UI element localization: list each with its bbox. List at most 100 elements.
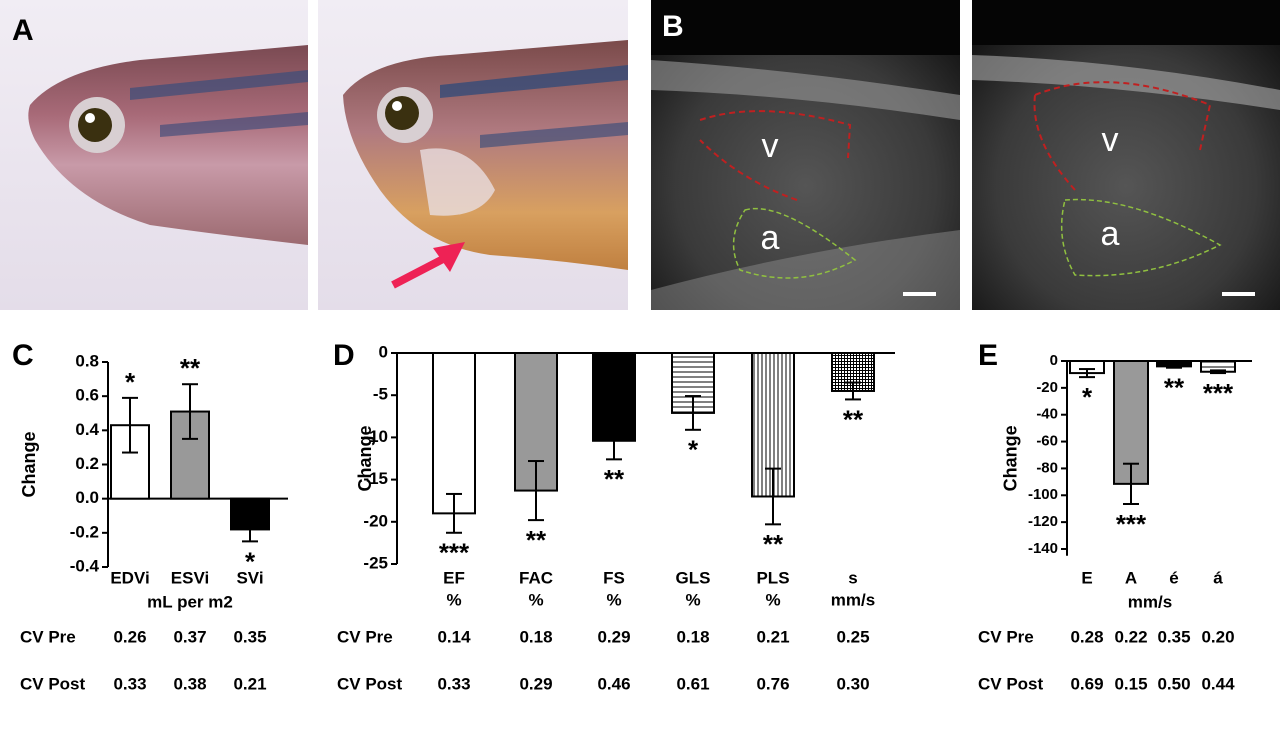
table-cell: 0.14 <box>437 627 471 646</box>
table-cell: 0.44 <box>1201 674 1235 693</box>
table-cell: 0.76 <box>756 674 789 693</box>
y-axis-label: Change <box>355 425 375 491</box>
table-cell: 0.29 <box>597 627 630 646</box>
significance: *** <box>439 538 470 568</box>
y-axis-label: Change <box>19 431 39 497</box>
x-tick-label: s <box>848 568 857 587</box>
table-cell: 0.33 <box>437 674 470 693</box>
x-unit-label: % <box>685 590 700 609</box>
x-axis-label: mL per m2 <box>147 592 233 611</box>
x-unit-label: % <box>446 590 461 609</box>
significance: * <box>245 546 256 576</box>
y-tick-label: -5 <box>373 385 388 404</box>
y-tick-label: 0.2 <box>75 454 99 473</box>
y-axis-label: Change <box>1001 425 1021 491</box>
table-cell: 0.35 <box>233 627 266 646</box>
y-tick-label: -0.2 <box>70 522 99 541</box>
y-tick-label: -60 <box>1036 433 1058 450</box>
y-tick-label: -40 <box>1036 406 1058 423</box>
x-tick-label: EF <box>443 568 465 587</box>
bar <box>432 352 476 515</box>
table-cell: 0.29 <box>519 674 552 693</box>
y-tick-label: 0.4 <box>75 420 99 439</box>
table-cell: 0.18 <box>519 627 552 646</box>
table-cell: 0.28 <box>1070 627 1103 646</box>
x-tick-label: GLS <box>676 568 711 587</box>
y-tick-label: 0.6 <box>75 386 99 405</box>
y-tick-label: -80 <box>1036 459 1058 476</box>
y-tick-label: -120 <box>1028 513 1058 530</box>
table-cell: 0.69 <box>1070 674 1103 693</box>
chamber-label: a <box>1101 215 1120 253</box>
table-row-label: CV Post <box>337 674 403 693</box>
table-cell: 0.61 <box>676 674 709 693</box>
significance: *** <box>1116 509 1147 539</box>
table-cell: 0.33 <box>113 674 146 693</box>
significance: *** <box>1203 378 1234 408</box>
y-tick-label: -25 <box>363 553 388 572</box>
ultrasound-image <box>972 0 1280 310</box>
table-cell: 0.21 <box>233 674 266 693</box>
chamber-label: a <box>761 219 780 257</box>
x-tick-label: SVi <box>236 568 263 587</box>
x-unit-label: % <box>765 590 780 609</box>
y-tick-label: 0 <box>379 342 388 361</box>
table-row-label: CV Post <box>978 674 1044 693</box>
table-row-label: CV Pre <box>337 627 393 646</box>
x-tick-label: é <box>1169 568 1178 587</box>
table-cell: 0.22 <box>1114 627 1147 646</box>
significance: * <box>1082 382 1093 412</box>
significance: ** <box>180 353 201 383</box>
y-tick-label: -20 <box>1036 379 1058 396</box>
table-cell: 0.38 <box>173 674 206 693</box>
chamber-label: v <box>762 127 779 165</box>
table-cell: 0.18 <box>676 627 709 646</box>
significance: ** <box>526 525 547 555</box>
table-cell: 0.26 <box>113 627 146 646</box>
table-cell: 0.50 <box>1157 674 1190 693</box>
table-cell: 0.21 <box>756 627 789 646</box>
x-tick-label: ESVi <box>171 568 209 587</box>
photo <box>0 0 308 310</box>
y-tick-label: -0.4 <box>70 556 100 575</box>
significance: ** <box>843 404 864 434</box>
table-cell: 0.15 <box>1114 674 1147 693</box>
table-row-label: CV Pre <box>20 627 76 646</box>
table-row-label: CV Post <box>20 674 86 693</box>
x-axis-label: mm/s <box>1128 592 1172 611</box>
x-tick-label: FS <box>603 568 625 587</box>
table-cell: 0.46 <box>597 674 630 693</box>
table-cell: 0.25 <box>836 627 869 646</box>
significance: ** <box>763 529 784 559</box>
x-tick-label: á <box>1213 568 1223 587</box>
panel-label: E <box>978 339 998 372</box>
y-tick-label: -100 <box>1028 486 1058 503</box>
x-tick-label: EDVi <box>110 568 149 587</box>
table-row-label: CV Pre <box>978 627 1034 646</box>
significance: ** <box>604 464 625 494</box>
x-tick-label: FAC <box>519 568 553 587</box>
chamber-label: v <box>1102 121 1119 159</box>
table-cell: 0.20 <box>1201 627 1234 646</box>
x-tick-label: PLS <box>756 568 789 587</box>
y-tick-label: 0.0 <box>75 488 99 507</box>
table-cell: 0.35 <box>1157 627 1190 646</box>
x-tick-label: A <box>1125 568 1137 587</box>
y-tick-label: -20 <box>363 511 388 530</box>
x-unit-label: % <box>528 590 543 609</box>
significance: ** <box>1164 373 1185 403</box>
x-unit-label: % <box>606 590 621 609</box>
panel-label: D <box>333 339 355 372</box>
y-tick-label: -15 <box>363 469 388 488</box>
y-tick-label: 0 <box>1050 352 1058 369</box>
bar <box>110 424 150 500</box>
y-tick-label: -10 <box>363 427 388 446</box>
x-unit-label: mm/s <box>831 590 875 609</box>
panel-label: B <box>662 10 684 43</box>
photo <box>318 0 628 310</box>
significance: * <box>125 367 136 397</box>
panel-label: C <box>12 339 34 372</box>
significance: * <box>688 435 699 465</box>
table-cell: 0.37 <box>173 627 206 646</box>
